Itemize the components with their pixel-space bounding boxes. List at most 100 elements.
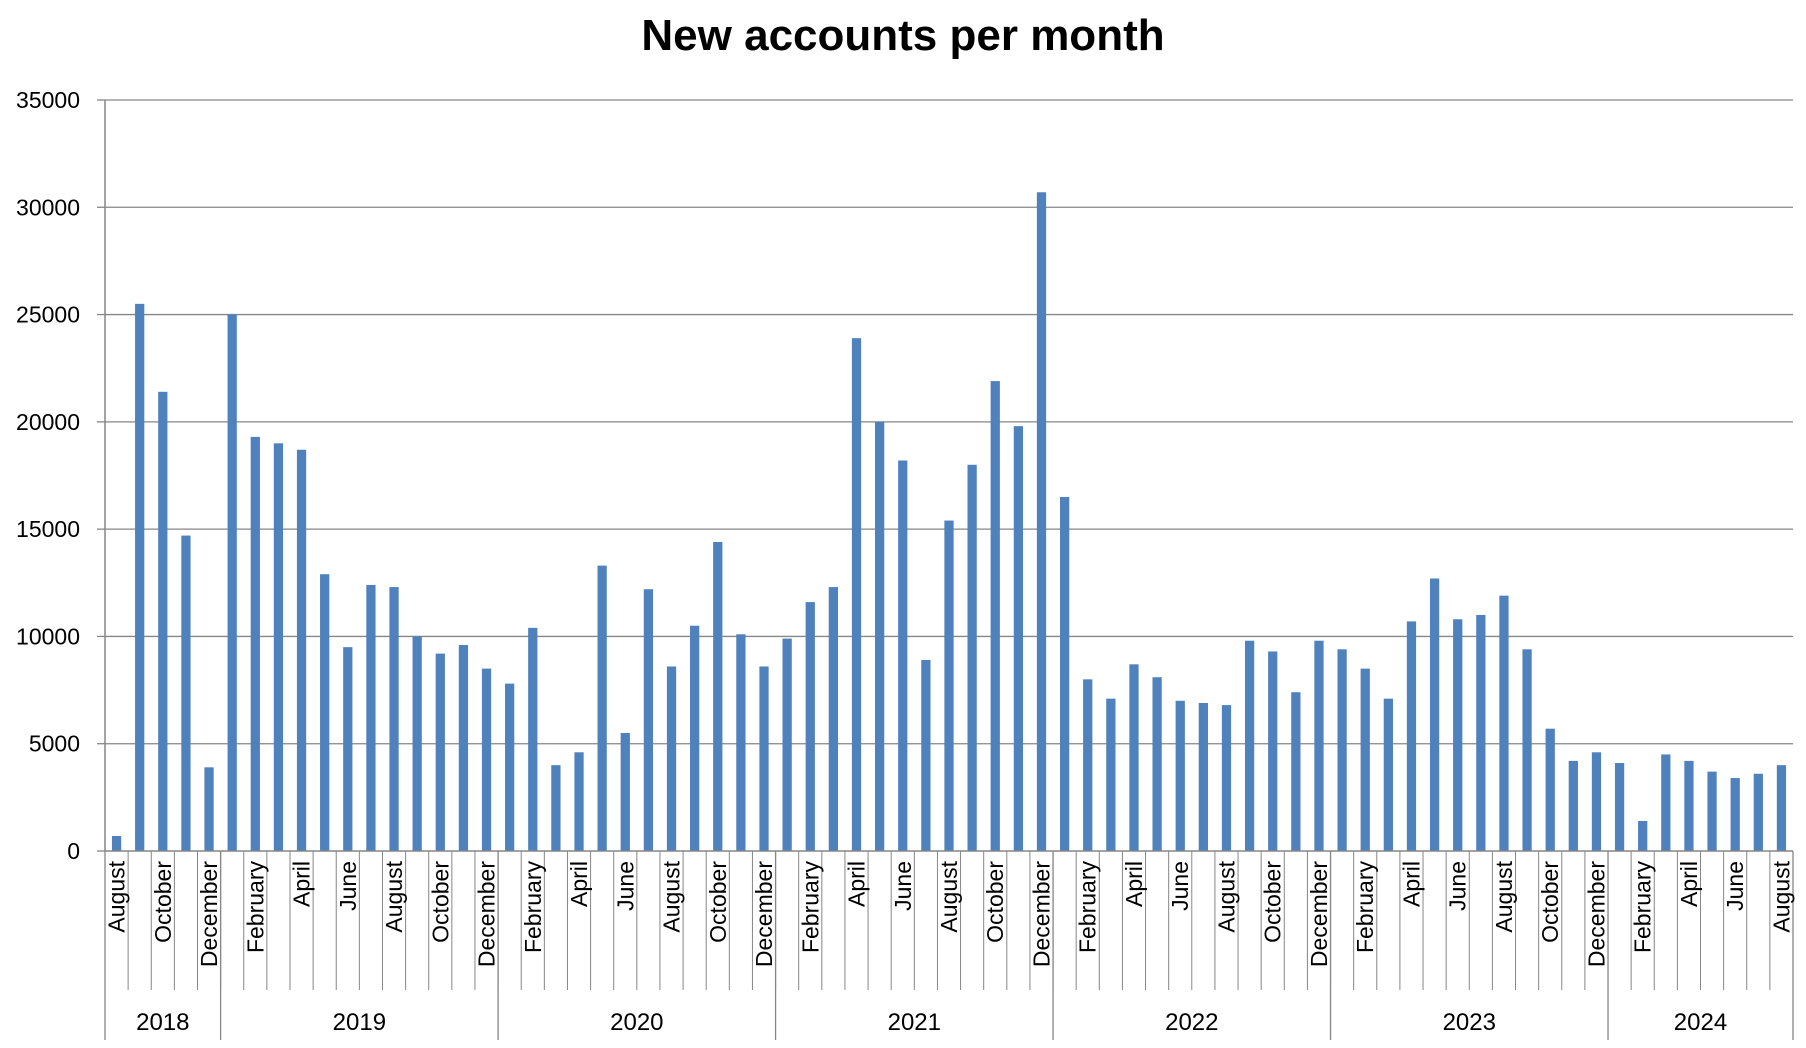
year-label: 2021 — [888, 1009, 941, 1036]
bar — [227, 314, 237, 852]
x-tick-label: June — [1167, 861, 1193, 911]
x-tick-label: August — [936, 860, 962, 932]
bar — [875, 421, 885, 851]
x-tick-label: October — [705, 861, 731, 943]
x-tick-label: December — [474, 861, 500, 967]
x-tick-label: April — [566, 861, 592, 907]
x-tick-labels: August October December February April June Au… — [104, 860, 1795, 967]
year-labels: 2018 2019 2020 2021 2022 2023 2024 — [136, 1009, 1727, 1036]
bar — [343, 647, 353, 851]
x-tick-label: August — [104, 860, 130, 932]
bar — [898, 460, 908, 851]
x-tick-label: October — [982, 861, 1008, 943]
x-tick-label: December — [1306, 861, 1332, 967]
bar — [1776, 765, 1787, 851]
bar — [458, 645, 469, 851]
x-tick-label: April — [289, 861, 315, 907]
bar — [1106, 698, 1116, 851]
x-tick-label: December — [1028, 861, 1054, 967]
x-tick-label: April — [844, 861, 870, 907]
bar — [1591, 752, 1602, 851]
bar — [204, 767, 214, 851]
bar — [759, 666, 769, 851]
year-label: 2019 — [333, 1009, 386, 1036]
year-label: 2020 — [610, 1009, 663, 1036]
bar — [181, 535, 191, 851]
bar — [1614, 763, 1625, 851]
bar — [1221, 705, 1232, 851]
y-tick-label: 10000 — [16, 623, 80, 649]
x-tick-label: April — [1398, 861, 1424, 907]
bar — [990, 381, 1000, 851]
bar — [366, 584, 376, 851]
x-tick-label: October — [427, 861, 453, 943]
bar — [1291, 692, 1301, 851]
year-label: 2023 — [1443, 1009, 1496, 1036]
y-tick-label: 35000 — [16, 87, 80, 113]
chart-title: New accounts per month — [641, 11, 1164, 60]
x-tick-label: April — [1676, 861, 1702, 907]
bars — [111, 192, 1787, 852]
bar — [1753, 773, 1763, 851]
axes — [97, 99, 1794, 1040]
bar — [135, 303, 145, 851]
bar — [1684, 760, 1694, 851]
bar — [505, 683, 515, 851]
x-tick-label: August — [1213, 860, 1239, 932]
bar — [1661, 754, 1671, 851]
year-label: 2022 — [1165, 1009, 1218, 1036]
bar — [1013, 426, 1023, 851]
x-tick-label: October — [1537, 861, 1563, 943]
x-tick-label: June — [335, 861, 361, 911]
bar — [1545, 728, 1555, 851]
bar — [111, 835, 122, 851]
bar — [1129, 664, 1139, 851]
bar — [944, 520, 954, 851]
y-tick-label: 30000 — [16, 194, 80, 220]
bar — [782, 638, 792, 851]
bar — [1036, 192, 1047, 851]
bar — [574, 752, 584, 851]
x-tick-label: October — [150, 861, 176, 943]
bar — [250, 436, 260, 851]
bar — [1244, 640, 1255, 851]
bar — [967, 464, 977, 851]
year-label: 2018 — [136, 1009, 189, 1036]
bar — [1707, 771, 1717, 851]
bar — [1175, 700, 1185, 851]
x-tick-label: August — [1491, 860, 1517, 932]
x-tick-label: June — [612, 861, 638, 911]
bar — [1499, 595, 1509, 851]
x-tick-label: February — [1352, 861, 1378, 954]
bar — [666, 666, 677, 851]
bar — [1314, 640, 1324, 851]
bar — [389, 587, 399, 851]
x-tick-label: February — [797, 861, 823, 954]
x-tick-label: August — [381, 860, 407, 932]
bar — [1522, 649, 1532, 851]
bar — [1059, 496, 1070, 851]
bar — [690, 625, 700, 851]
bar — [481, 668, 492, 851]
x-tick-label: June — [1722, 861, 1748, 911]
x-tick-label: August — [659, 860, 685, 932]
bar — [1406, 621, 1417, 851]
y-tick-label: 5000 — [29, 731, 80, 757]
bar — [643, 589, 654, 851]
bar — [273, 443, 284, 851]
bar — [805, 602, 815, 851]
bar — [1083, 679, 1093, 851]
bar — [1568, 760, 1578, 851]
y-tick-label: 15000 — [16, 516, 80, 542]
bar — [1337, 649, 1347, 851]
bar — [1429, 578, 1440, 851]
x-tick-label: December — [196, 861, 222, 967]
bar — [713, 542, 723, 851]
bar — [1730, 778, 1740, 851]
bar — [296, 449, 307, 851]
bar — [1198, 702, 1208, 851]
x-tick-label: June — [1445, 861, 1471, 911]
bar — [620, 732, 630, 851]
y-tick-label: 0 — [67, 838, 80, 864]
x-tick-label: April — [1121, 861, 1147, 907]
